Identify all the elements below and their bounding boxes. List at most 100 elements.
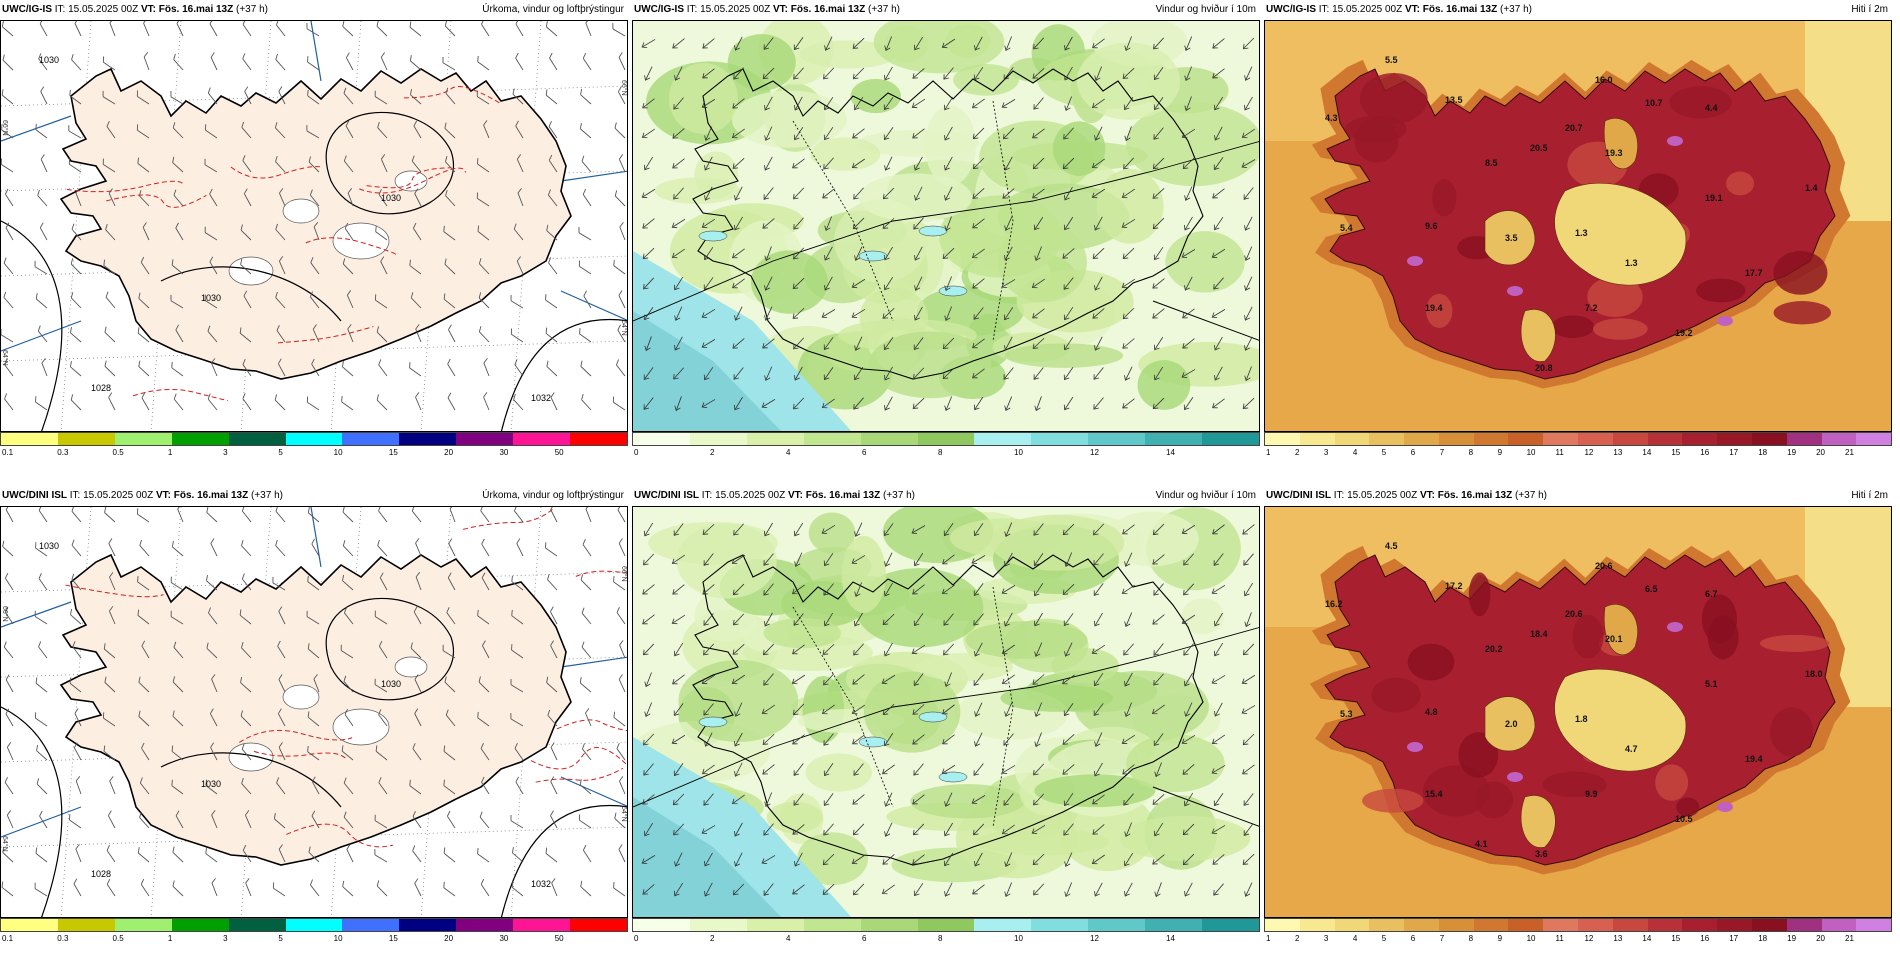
pressure-label: 1032 [531, 393, 551, 403]
colorbar-segment [1265, 919, 1300, 931]
colorbar-tick-label: 6 [1410, 934, 1416, 943]
colorbar-tick-label: 13 [1613, 448, 1623, 457]
colorbar-tick-label: 16 [1700, 934, 1710, 943]
map-area[interactable] [632, 506, 1260, 918]
temperature-label: 1.8 [1575, 714, 1588, 724]
init-time: IT: 15.05.2025 00Z [54, 4, 139, 15]
temperature-label: 2.0 [1505, 719, 1518, 729]
colorbar-ticks: 1 2 3 4 5 6 7 8 9 10 11 12 13 14 15 16 17 18 19 20 21 [1264, 934, 1892, 946]
pressure-label: 1030 [39, 541, 59, 551]
colorbar-tick-label: 8 [1468, 448, 1474, 457]
temperature-label: 7.2 [1585, 303, 1598, 313]
colorbar-tick-label: 19 [1787, 934, 1797, 943]
colorbar-segment [1088, 919, 1146, 931]
colorbar-tick-label: 3 [1323, 448, 1329, 457]
panel-title: Úrkoma, vindur og loftþrýstingur [482, 490, 624, 501]
colorbar-segment [1543, 433, 1579, 445]
colorbar-tick-label: 0.1 [2, 934, 14, 943]
lead-time: (+37 h) [236, 4, 268, 15]
panel-title: Vindur og hviður í 10m [1155, 490, 1256, 501]
valid-time-label: VT: [140, 4, 156, 15]
map-canvas [633, 507, 1259, 917]
colorbar-tick-label: 10 [333, 448, 343, 457]
temperature-label: 20.8 [1535, 363, 1553, 373]
colorbar-tick-label: 16 [1700, 448, 1710, 457]
panel-header: UWC/DINI ISL IT: 15.05.2025 00Z VT: Fös.… [632, 486, 1260, 506]
colorbar-segment [1751, 433, 1787, 445]
temperature-label: 1.4 [1805, 183, 1818, 193]
temperature-label: 8.5 [1485, 158, 1498, 168]
temperature-label: 4.3 [1325, 113, 1338, 123]
colorbar-tick-label: 6 [862, 934, 867, 943]
colorbar-segment [1508, 919, 1544, 931]
colorbar-segment [1031, 433, 1089, 445]
colorbar-tick-label: 0.3 [57, 448, 69, 457]
map-canvas [633, 21, 1259, 431]
colorbar-tick-label: 15 [1671, 934, 1681, 943]
colorbar-tick-label: 20 [1816, 934, 1825, 943]
colorbar-tick-label: 10 [1014, 934, 1023, 943]
map-area[interactable]: 1030 1030 1030 1028 1032 [0, 20, 628, 432]
temperature-label: 17.7 [1745, 268, 1763, 278]
lead-time: (+37 h) [883, 490, 915, 501]
colorbar-tick-label: 1 [167, 934, 173, 943]
colorbar-tick-label: 17 [1729, 448, 1739, 457]
temperature-label: 20.6 [1595, 561, 1613, 571]
colorbar-tick-label: 1 [1266, 934, 1271, 943]
map-area[interactable]: 4.5 16.2 17.2 20.6 6.5 6.7 20.6 20.1 20.2 18.4 5.1… [1264, 506, 1892, 918]
map-area[interactable] [632, 20, 1260, 432]
colorbar-segment [1265, 433, 1300, 445]
panel-title: Vindur og hviður í 10m [1155, 4, 1256, 15]
colorbar-tick-label: 0.3 [57, 934, 69, 943]
colorbar-segment [633, 433, 690, 445]
colorbar-tick-label: 20 [444, 934, 454, 943]
model-name: UWC/DINI ISL [1266, 490, 1331, 501]
map-area[interactable]: 5.5 4.3 13.5 16.0 10.7 4.4 20.7 19.3 8.5 20.5 19.1… [1264, 20, 1892, 432]
init-time: IT: 15.05.2025 00Z [1318, 4, 1403, 15]
lead-time: (+37 h) [868, 4, 900, 15]
colorbar-tick-label: 12 [1090, 448, 1099, 457]
temperature-label: 5.5 [1385, 55, 1398, 65]
colorbar-segment [228, 433, 286, 445]
colorbar-ticks: 0 2 4 6 8 10 12 14 [632, 934, 1260, 946]
colorbar-tick-label: 4 [786, 448, 791, 457]
colorbar-tick-label: 4 [1352, 448, 1358, 457]
colorbar-tick-label: 11 [1555, 448, 1564, 457]
colorbar-tick-label: 15 [1671, 448, 1681, 457]
colorbar-segment [803, 919, 861, 931]
colorbar-tick-label: 21 [1845, 934, 1854, 943]
colorbar-segment [1856, 433, 1892, 445]
colorbar-segment [285, 433, 343, 445]
init-time: IT: 15.05.2025 00Z [1333, 490, 1418, 501]
temperature-label: 13.5 [1445, 95, 1463, 105]
colorbar-segment [456, 433, 514, 445]
colorbar-segment [513, 919, 571, 931]
valid-time: Fös. 16.mai 13Z [158, 4, 234, 15]
colorbar-tick-label: 10 [1014, 448, 1023, 457]
temperature-label: 4.7 [1625, 744, 1638, 754]
colorbar-tick-label: 5 [1381, 934, 1387, 943]
colorbar-segment [1202, 433, 1259, 445]
colorbar-tick-label: 5 [278, 448, 283, 457]
colorbar-tick-label: 14 [1166, 448, 1175, 457]
temperature-label: 19.2 [1675, 328, 1693, 338]
colorbar-tick-label: 10 [1526, 448, 1536, 457]
colorbar-tick-label: 9 [1497, 448, 1503, 457]
panel-header: UWC/DINI ISL IT: 15.05.2025 00Z VT: Fös.… [0, 486, 628, 506]
colorbar-tick-label: 20 [1816, 448, 1825, 457]
colorbar-segment [917, 919, 975, 931]
model-name: UWC/DINI ISL [634, 490, 699, 501]
temperature-label: 20.1 [1605, 634, 1623, 644]
map-area[interactable]: 1030 1030 1030 1028 1032 [0, 506, 628, 918]
colorbar-tick-label: 21 [1845, 448, 1854, 457]
colorbar-segment [57, 433, 115, 445]
latitude-label: 64°N [620, 320, 627, 336]
colorbar-segment [1031, 919, 1089, 931]
colorbar-segment [342, 433, 400, 445]
colorbar-segment [1612, 433, 1648, 445]
colorbar-segment [171, 433, 229, 445]
colorbar-tick-label: 2 [710, 448, 715, 457]
colorbar-tick-label: 2 [1294, 448, 1300, 457]
latitude-label: 66°N [1, 606, 8, 622]
colorbar-segment [1751, 919, 1787, 931]
